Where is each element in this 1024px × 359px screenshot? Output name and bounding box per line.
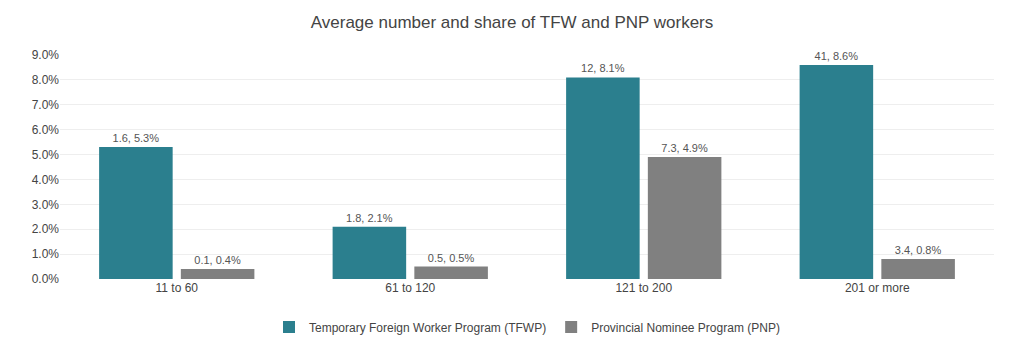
svg-text:7.3, 4.9%: 7.3, 4.9% [661,142,708,154]
svg-text:41, 8.6%: 41, 8.6% [815,50,859,62]
svg-text:8.0%: 8.0% [32,73,60,87]
svg-text:Temporary Foreign Worker Progr: Temporary Foreign Worker Program (TFWP) [309,321,546,335]
svg-text:Average number and share of TF: Average number and share of TFW and PNP … [311,13,714,32]
svg-text:1.6, 5.3%: 1.6, 5.3% [113,132,160,144]
svg-text:9.0%: 9.0% [32,48,60,62]
svg-text:0.5, 0.5%: 0.5, 0.5% [428,252,475,264]
svg-text:1.0%: 1.0% [32,247,60,261]
svg-text:11 to 60: 11 to 60 [156,281,199,295]
svg-text:3.4, 0.8%: 3.4, 0.8% [895,244,942,256]
svg-text:2.0%: 2.0% [32,222,60,236]
svg-text:Provincial Nominee Program (PN: Provincial Nominee Program (PNP) [591,321,780,335]
svg-text:7.0%: 7.0% [32,98,60,112]
svg-text:1.8, 2.1%: 1.8, 2.1% [346,212,393,224]
svg-text:0.0%: 0.0% [32,272,60,286]
svg-text:6.0%: 6.0% [32,123,60,137]
svg-text:3.0%: 3.0% [32,198,60,212]
svg-text:12, 8.1%: 12, 8.1% [581,62,625,74]
svg-text:61 to 120: 61 to 120 [385,281,435,295]
svg-text:4.0%: 4.0% [32,173,60,187]
svg-text:5.0%: 5.0% [32,148,60,162]
svg-text:201 or more: 201 or more [845,281,910,295]
svg-text:121 to 200: 121 to 200 [615,281,672,295]
svg-text:0.1, 0.4%: 0.1, 0.4% [194,254,241,266]
